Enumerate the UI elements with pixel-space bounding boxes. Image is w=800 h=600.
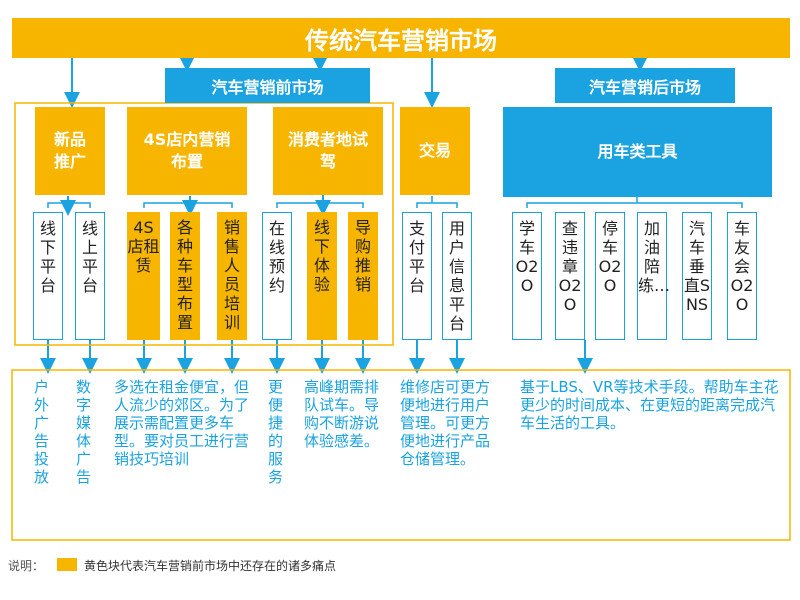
item: 线下平台 — [33, 212, 63, 340]
item: 学车O2O — [512, 212, 542, 340]
item: 加油陪练… — [637, 212, 670, 340]
item: 在线预约 — [262, 212, 292, 340]
description: 更便捷的服务 — [268, 378, 284, 486]
item: 汽车垂直SNS — [682, 212, 712, 340]
legend-swatch — [57, 558, 77, 571]
description: 数字媒体广告 — [76, 378, 92, 486]
note-label: 说明： — [8, 559, 45, 573]
category: 4S店内营销布置 — [127, 107, 247, 195]
item: 查违章O2O — [555, 212, 585, 340]
item: 4S店租赁 — [127, 212, 160, 340]
item: 线上平台 — [75, 212, 105, 340]
category: 用车类工具 — [503, 107, 772, 197]
section: 汽车营销前市场 — [165, 68, 370, 103]
description: 户外广告投放 — [34, 378, 50, 486]
description: 维修店可更方便地进行用户管理。可更方便地进行产品仓储管理。 — [400, 378, 491, 468]
item: 导购推销 — [348, 212, 378, 340]
description: 高峰期需排队试车。导购不断游说体验感差。 — [304, 378, 380, 450]
section: 汽车营销后市场 — [555, 68, 735, 103]
item: 支付平台 — [402, 212, 432, 340]
item: 销售人员培训 — [217, 212, 247, 340]
item: 车友会O2O — [727, 212, 757, 340]
pre-market-frame — [14, 102, 394, 346]
title: 传统汽车营销市场 — [12, 18, 790, 58]
bracket-lines — [47, 196, 743, 208]
category: 交易 — [400, 107, 470, 195]
item: 停车O2O — [595, 212, 625, 340]
pain-frame — [11, 369, 791, 541]
description: 基于LBS、VR等技术手段。帮助车主花更少的时间成本、在更短的距离完成汽车生活的… — [520, 378, 779, 432]
item: 各种车型布置 — [170, 212, 200, 340]
description: 多选在租金便宜，但人流少的郊区。为了展示需配置更多车型。要对员工进行营销技巧培训 — [114, 378, 250, 468]
category: 新品推广 — [35, 107, 105, 195]
category: 消费者地试驾 — [273, 107, 383, 195]
item: 用户信息平台 — [442, 212, 472, 340]
item: 线下体验 — [307, 212, 337, 340]
note-text: 黄色块代表汽车营销前市场中还存在的诸多痛点 — [84, 559, 337, 573]
